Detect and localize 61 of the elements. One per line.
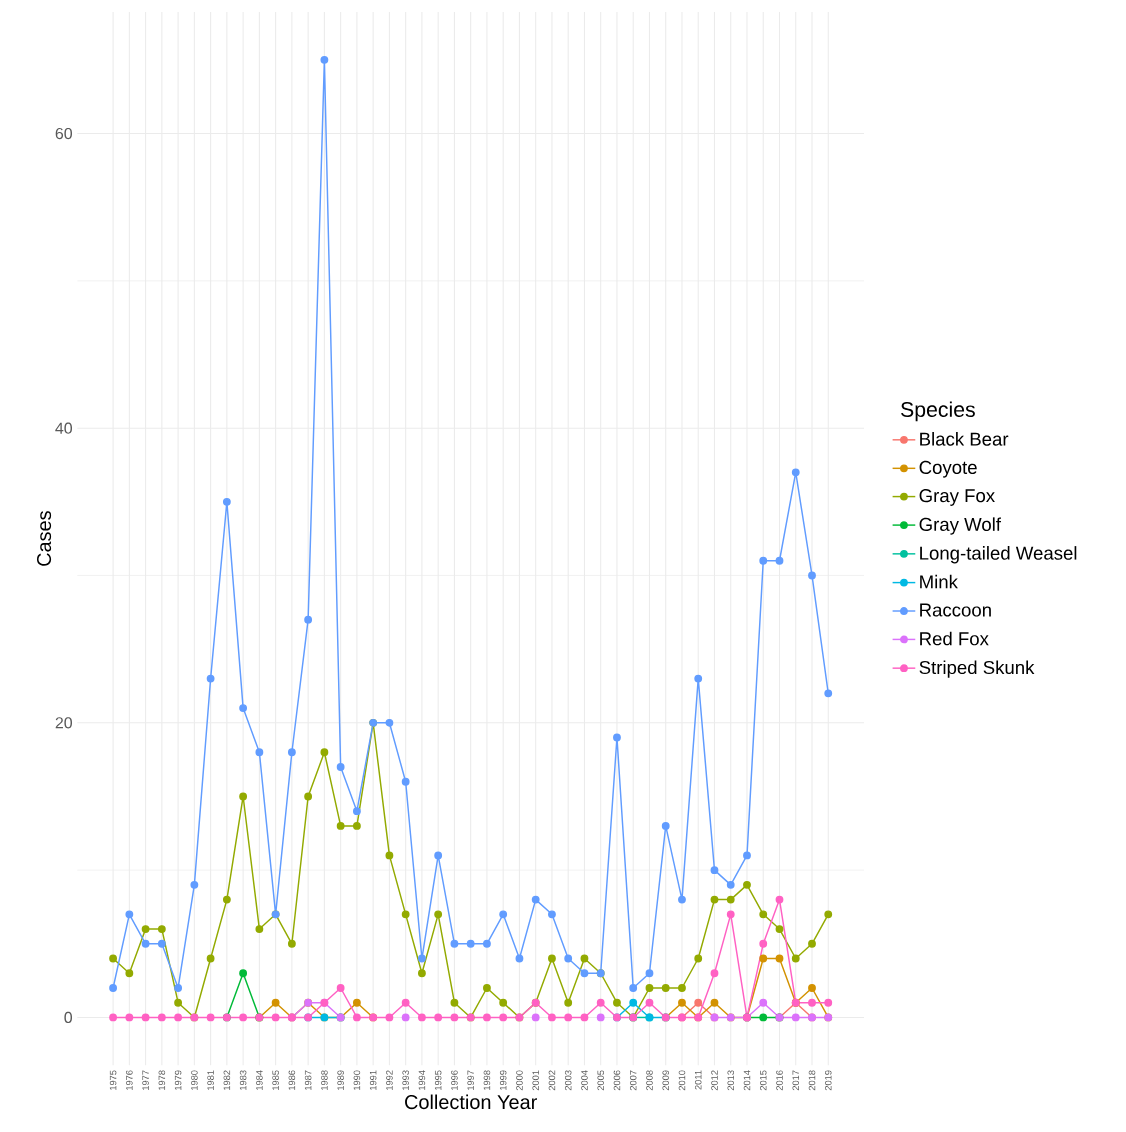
- x-tick-label: 2013: [727, 1070, 735, 1091]
- x-tick-label: 2003: [564, 1070, 572, 1091]
- x-tick-label: 1976: [126, 1070, 133, 1090]
- legend-label: Gray Wolf: [919, 517, 1002, 535]
- x-tick-label: 2010: [678, 1070, 686, 1091]
- x-tick-label: 1991: [369, 1070, 377, 1090]
- x-tick-label: 1999: [499, 1070, 507, 1090]
- x-tick-label: 2011: [694, 1070, 702, 1090]
- x-tick-label: 2005: [597, 1070, 604, 1091]
- x-tick-label: 2009: [662, 1070, 669, 1091]
- legend-label: Coyote: [919, 460, 977, 478]
- y-tick-label: 40: [55, 422, 73, 434]
- legend-label: Gray Fox: [919, 489, 995, 506]
- legend-label: Raccoon: [920, 603, 991, 617]
- y-tick-label: 20: [55, 717, 73, 729]
- x-tick-label: 1990: [353, 1070, 361, 1090]
- x-tick-label: 2007: [629, 1070, 637, 1091]
- x-tick-label: 2019: [824, 1070, 832, 1091]
- legend-label: Striped Skunk: [919, 660, 1035, 678]
- legend-title: Species: [901, 401, 975, 422]
- x-tick-label: 2006: [613, 1070, 621, 1091]
- legend-label: Black Bear: [920, 432, 1009, 446]
- x-tick-label: 1981: [207, 1070, 214, 1090]
- x-tick-label: 2014: [743, 1070, 751, 1091]
- y-axis-title: Cases: [36, 511, 52, 566]
- x-tick-label: 1980: [191, 1070, 198, 1090]
- x-tick-label: 1997: [467, 1070, 474, 1090]
- x-tick-label: 2015: [759, 1070, 767, 1091]
- x-tick-label: 1978: [158, 1070, 166, 1090]
- x-tick-label: 1985: [272, 1070, 279, 1090]
- x-tick-label: 1986: [288, 1070, 296, 1090]
- x-tick-label: 1977: [142, 1070, 149, 1090]
- y-tick-label: 60: [55, 127, 73, 140]
- x-tick-label: 2016: [776, 1070, 783, 1091]
- legend-label: Mink: [920, 574, 958, 589]
- x-tick-label: 1988: [321, 1070, 328, 1090]
- x-axis-title: Collection Year: [405, 1094, 537, 1110]
- x-tick-label: 1975: [109, 1070, 117, 1090]
- y-tick-label: 0: [64, 1011, 73, 1024]
- x-tick-label: 2018: [808, 1070, 816, 1091]
- x-tick-label: 2017: [792, 1070, 800, 1091]
- x-tick-label: 2004: [581, 1070, 588, 1091]
- x-tick-label: 1998: [483, 1070, 491, 1090]
- x-tick-label: 2001: [532, 1070, 539, 1091]
- x-tick-label: 2012: [711, 1070, 718, 1091]
- x-tick-label: 2008: [646, 1070, 653, 1091]
- x-tick-label: 1992: [386, 1070, 393, 1090]
- x-tick-label: 1979: [174, 1070, 182, 1090]
- x-tick-label: 1996: [451, 1070, 458, 1090]
- x-tick-label: 1993: [402, 1070, 409, 1090]
- x-tick-label: 1989: [337, 1070, 344, 1090]
- x-tick-label: 1982: [223, 1070, 231, 1090]
- x-tick-label: 1983: [239, 1070, 247, 1090]
- x-tick-label: 1994: [418, 1070, 426, 1090]
- legend-label: Red Fox: [920, 631, 989, 646]
- x-tick-label: 2000: [516, 1070, 523, 1091]
- legend-label: Long-tailed Weasel: [920, 546, 1077, 564]
- x-tick-label: 1987: [304, 1070, 312, 1090]
- x-tick-label: 2002: [548, 1070, 556, 1091]
- x-tick-label: 1984: [256, 1070, 263, 1090]
- x-tick-label: 1995: [434, 1070, 442, 1090]
